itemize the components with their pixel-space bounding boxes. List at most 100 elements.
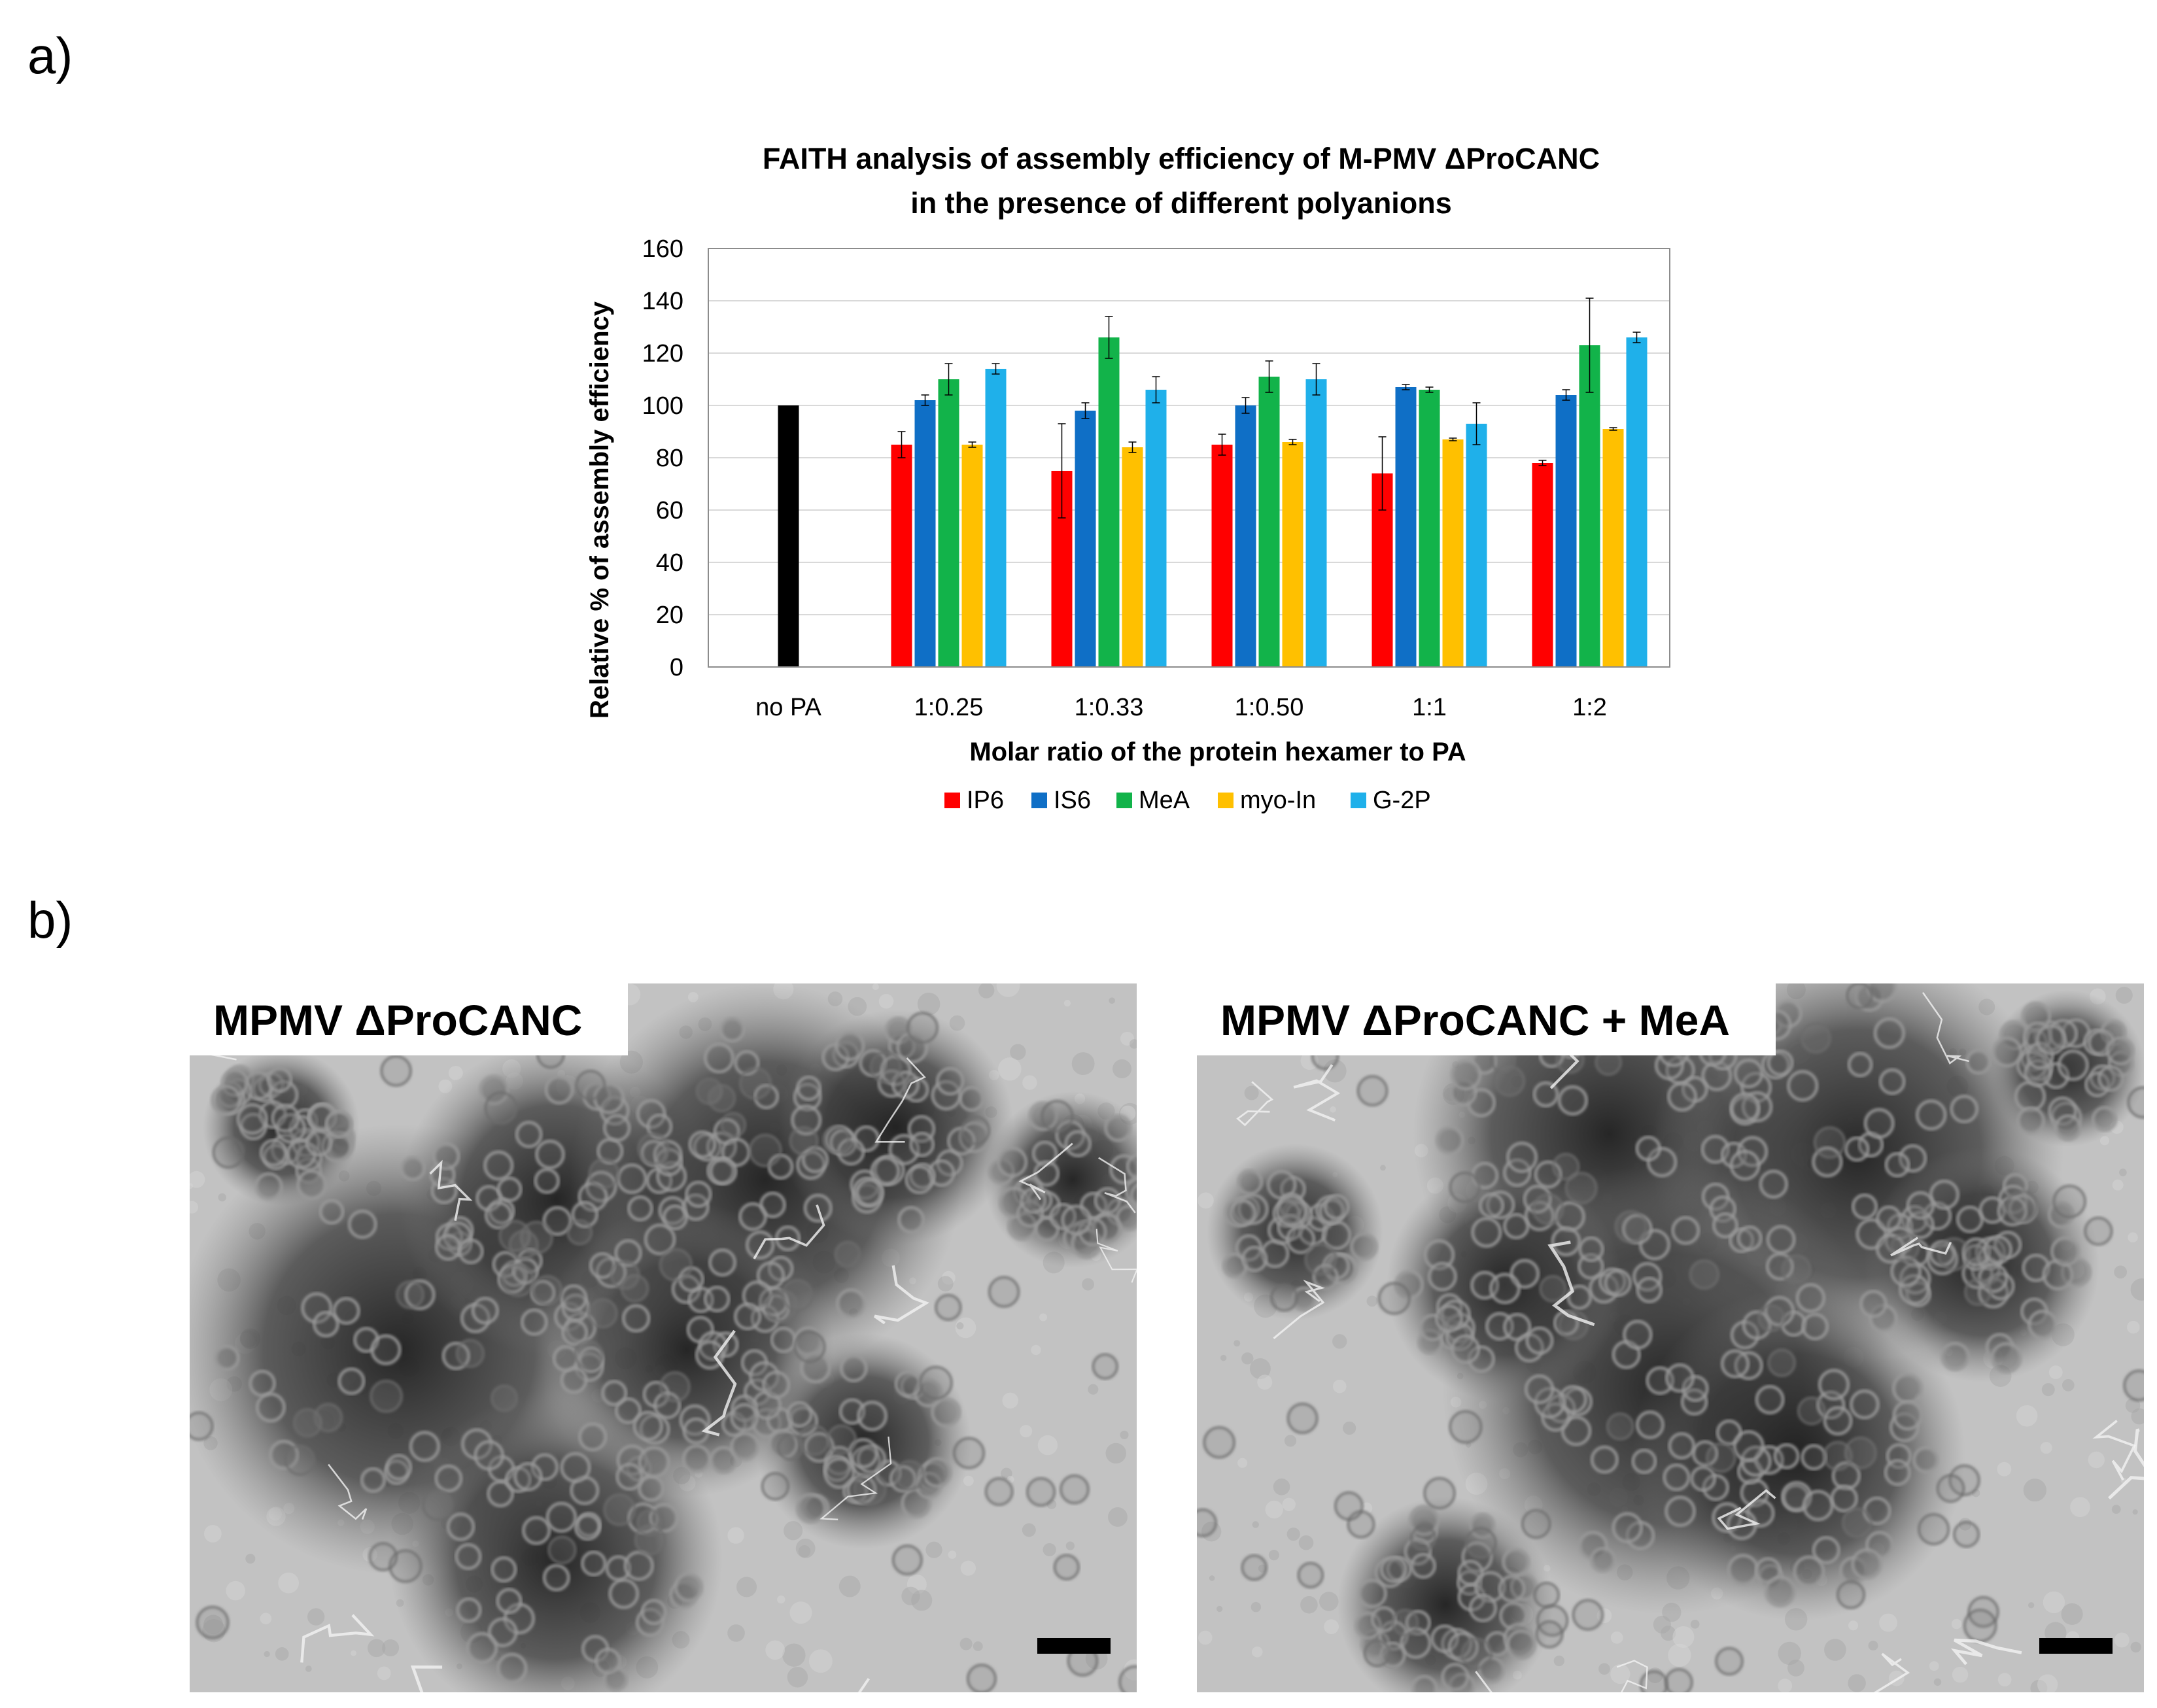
particle [1823, 1441, 1853, 1471]
particle [1020, 1187, 1046, 1214]
stain-speckle [307, 1608, 325, 1626]
particle [1498, 1575, 1526, 1603]
particle [1465, 1527, 1497, 1559]
stain-speckle [1868, 1641, 1878, 1651]
particle [869, 1051, 902, 1084]
stain-crack [300, 1614, 375, 1663]
particle [615, 1463, 644, 1491]
stain-speckle [1879, 1613, 1897, 1632]
particle [2084, 1216, 2113, 1246]
stain-speckle [2030, 1679, 2048, 1692]
particle [578, 1422, 607, 1452]
particle [1130, 1184, 1137, 1207]
particle [496, 1588, 523, 1614]
stain-crack [1096, 1229, 1137, 1283]
bar-myo-In [1442, 439, 1464, 667]
y-tick-label: 20 [656, 602, 683, 629]
particle [709, 1157, 738, 1186]
legend-swatch-MeA [1116, 793, 1132, 808]
particle [2054, 1114, 2082, 1142]
stain-speckle [2040, 1442, 2052, 1454]
stain-speckle [1022, 1523, 1036, 1537]
stain-crack [753, 1204, 825, 1259]
particle [534, 1168, 560, 1194]
particle [2036, 1024, 2067, 1055]
particle [236, 1103, 268, 1135]
particle [515, 1121, 543, 1148]
bar-chart: FAITH analysis of assembly efficiency of… [585, 142, 1670, 814]
particle [2028, 1310, 2058, 1339]
particle [623, 1550, 654, 1581]
particle [1759, 1169, 1788, 1199]
particle [906, 1012, 939, 1044]
stain-speckle [963, 1475, 974, 1486]
particle [435, 1234, 462, 1261]
particle [1818, 1369, 1850, 1401]
particle [795, 1493, 827, 1524]
stain-speckle [1778, 1679, 1793, 1692]
particle [638, 1446, 670, 1478]
particle [455, 1543, 482, 1570]
particle [1773, 1443, 1800, 1469]
plot-area-frame [708, 248, 1670, 668]
particle [1671, 1216, 1700, 1245]
particle [1729, 1150, 1761, 1181]
stain-speckle [260, 1613, 272, 1625]
particle [674, 1573, 704, 1602]
stain-speckle [998, 1057, 1022, 1081]
particle [1715, 1647, 1744, 1676]
bar-G-2P [1305, 379, 1327, 667]
stain-speckle [960, 1560, 976, 1576]
particle [1203, 1426, 1235, 1459]
particle [595, 1648, 621, 1675]
particle [434, 1464, 462, 1493]
stain-speckle [1330, 1106, 1336, 1113]
particle [508, 1230, 539, 1260]
stain-speckle [1366, 1295, 1378, 1307]
stain-speckle [1553, 1655, 1565, 1667]
particle [1358, 1579, 1387, 1608]
stain-speckle [736, 1577, 757, 1597]
particle [895, 1460, 925, 1490]
y-tick-label: 160 [642, 235, 683, 263]
particle [422, 1490, 453, 1521]
stain-speckle [2041, 1383, 2055, 1397]
particle [1564, 1172, 1598, 1204]
stain-speckle [1022, 1075, 1037, 1090]
stain-crack [1293, 1064, 1341, 1122]
stain-speckle [204, 1525, 222, 1543]
particle [662, 1204, 688, 1231]
particle [543, 1563, 570, 1592]
stain-speckle [787, 1667, 808, 1688]
particle [1450, 1059, 1481, 1091]
particle [370, 1334, 402, 1365]
particle [2050, 1237, 2080, 1267]
stain-speckle [1071, 1052, 1095, 1076]
particle [574, 1514, 601, 1541]
particle [786, 1401, 813, 1427]
bar-G-2P [985, 369, 1007, 667]
bar-IS6 [914, 400, 936, 667]
particle [409, 1431, 440, 1462]
particle [834, 1240, 861, 1268]
particle [1612, 1512, 1643, 1543]
stain-speckle [305, 1665, 312, 1672]
stain-speckle [1107, 1507, 1128, 1527]
stain-crack [1717, 1489, 1776, 1530]
stain-speckle [937, 1276, 954, 1292]
particle [601, 1380, 627, 1407]
particle [959, 1086, 984, 1112]
y-tick-label: 0 [670, 654, 683, 681]
particle [1026, 1477, 1056, 1507]
particle [566, 1219, 593, 1246]
particle [1729, 1092, 1760, 1123]
particle [1929, 1180, 1959, 1210]
particle [1197, 1509, 1217, 1537]
particle [313, 1403, 343, 1433]
y-tick-label: 60 [656, 497, 683, 524]
particle [368, 1542, 398, 1571]
stain-speckle [1319, 1592, 1339, 1611]
particle [1876, 1205, 1902, 1232]
legend-swatch-IS6 [1031, 793, 1047, 808]
particle [1796, 1283, 1825, 1313]
